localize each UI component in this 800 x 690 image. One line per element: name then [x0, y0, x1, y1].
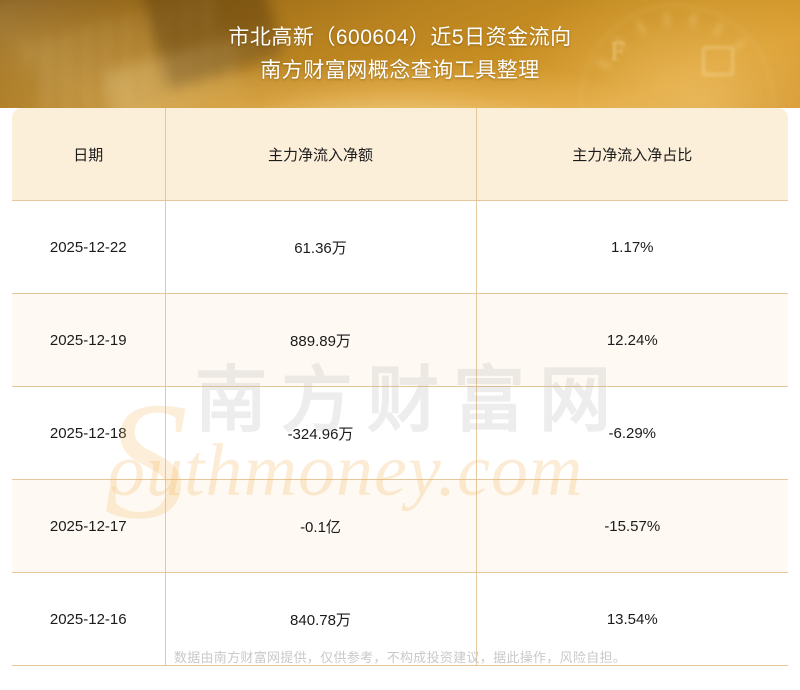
header-banner: F 市北高新（600604）近5日资金流向 南方财富网概念查询工具整理: [0, 0, 800, 108]
table-row: 2025-12-16 840.78万 13.54%: [12, 572, 788, 666]
cell-net-inflow: 61.36万: [165, 200, 477, 294]
column-header-date: 日期: [12, 108, 166, 201]
table-row: 2025-12-17 -0.1亿 -15.57%: [12, 479, 788, 573]
cell-net-ratio: 13.54%: [476, 572, 788, 666]
cell-net-ratio: 1.17%: [476, 200, 788, 294]
disclaimer-footer: 数据由南方财富网提供，仅供参考，不构成投资建议，据此操作，风险自担。: [173, 650, 627, 665]
cell-date: 2025-12-22: [12, 200, 166, 294]
cell-date: 2025-12-17: [12, 479, 166, 573]
table-body: 2025-12-22 61.36万 1.17% 2025-12-19 889.8…: [12, 200, 788, 666]
page-title: 市北高新（600604）近5日资金流向: [228, 26, 572, 49]
cell-date: 2025-12-19: [12, 293, 166, 387]
cell-net-ratio: -6.29%: [476, 386, 788, 480]
cell-date: 2025-12-16: [12, 572, 166, 666]
cell-net-inflow: -324.96万: [165, 386, 477, 480]
cell-net-inflow: 889.89万: [165, 293, 477, 387]
column-header-net-inflow: 主力净流入净额: [165, 108, 477, 201]
cell-net-inflow: 840.78万: [165, 572, 477, 666]
cell-net-inflow: -0.1亿: [165, 479, 477, 573]
cell-net-ratio: 12.24%: [476, 293, 788, 387]
table-header-row: 日期 主力净流入净额 主力净流入净占比: [12, 108, 788, 201]
column-header-net-ratio: 主力净流入净占比: [476, 108, 788, 201]
banner-title-group: 市北高新（600604）近5日资金流向 南方财富网概念查询工具整理: [0, 0, 800, 108]
cell-net-ratio: -15.57%: [476, 479, 788, 573]
fund-flow-table-container: 日期 主力净流入净额 主力净流入净占比 2025-12-22 61.36万 1.…: [12, 108, 788, 666]
fund-flow-table: 日期 主力净流入净额 主力净流入净占比 2025-12-22 61.36万 1.…: [12, 108, 788, 666]
table-row: 2025-12-19 889.89万 12.24%: [12, 293, 788, 387]
table-row: 2025-12-18 -324.96万 -6.29%: [12, 386, 788, 480]
page-subtitle: 南方财富网概念查询工具整理: [260, 59, 540, 82]
cell-date: 2025-12-18: [12, 386, 166, 480]
table-row: 2025-12-22 61.36万 1.17%: [12, 200, 788, 294]
table-header: 日期 主力净流入净额 主力净流入净占比: [12, 108, 788, 201]
